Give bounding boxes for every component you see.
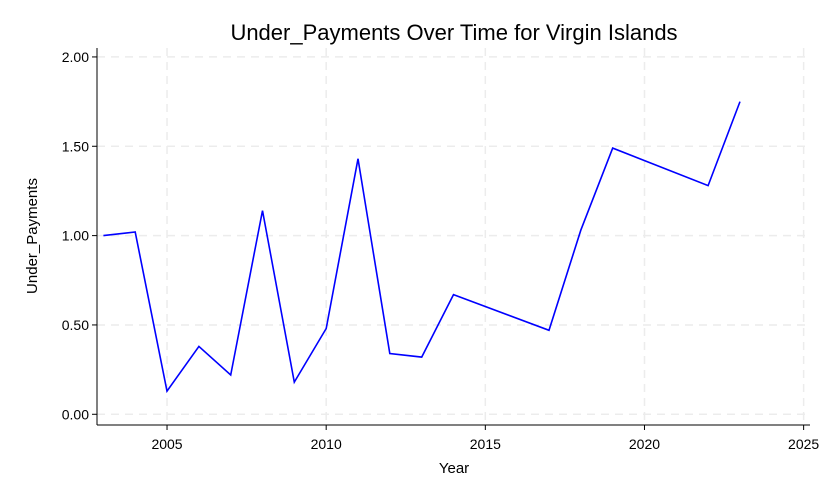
x-axis-ticks: 2005 2010 2015 2020 2025	[151, 425, 819, 452]
grid	[97, 48, 810, 425]
y-tick-label: 1.50	[62, 138, 89, 154]
x-axis-label: Year	[439, 460, 469, 477]
series-layer	[103, 101, 741, 394]
y-tick-label: 0.50	[62, 317, 89, 333]
x-tick-label: 2010	[311, 436, 342, 452]
y-tick-label: 1.00	[62, 228, 89, 244]
y-tick-label: 0.00	[62, 406, 89, 422]
x-tick-label: 2005	[151, 436, 182, 452]
x-tick-label: 2020	[629, 436, 660, 452]
y-tick-label: 2.00	[62, 49, 89, 65]
x-tick-label: 2025	[788, 436, 819, 452]
y-axis-label: Under_Payments	[24, 178, 41, 294]
x-tick-label: 2015	[470, 436, 501, 452]
y-axis-ticks: 0.00 0.50 1.00 1.50 2.00	[62, 49, 97, 422]
chart-title: Under_Payments Over Time for Virgin Isla…	[230, 20, 677, 45]
series-line	[103, 101, 741, 394]
